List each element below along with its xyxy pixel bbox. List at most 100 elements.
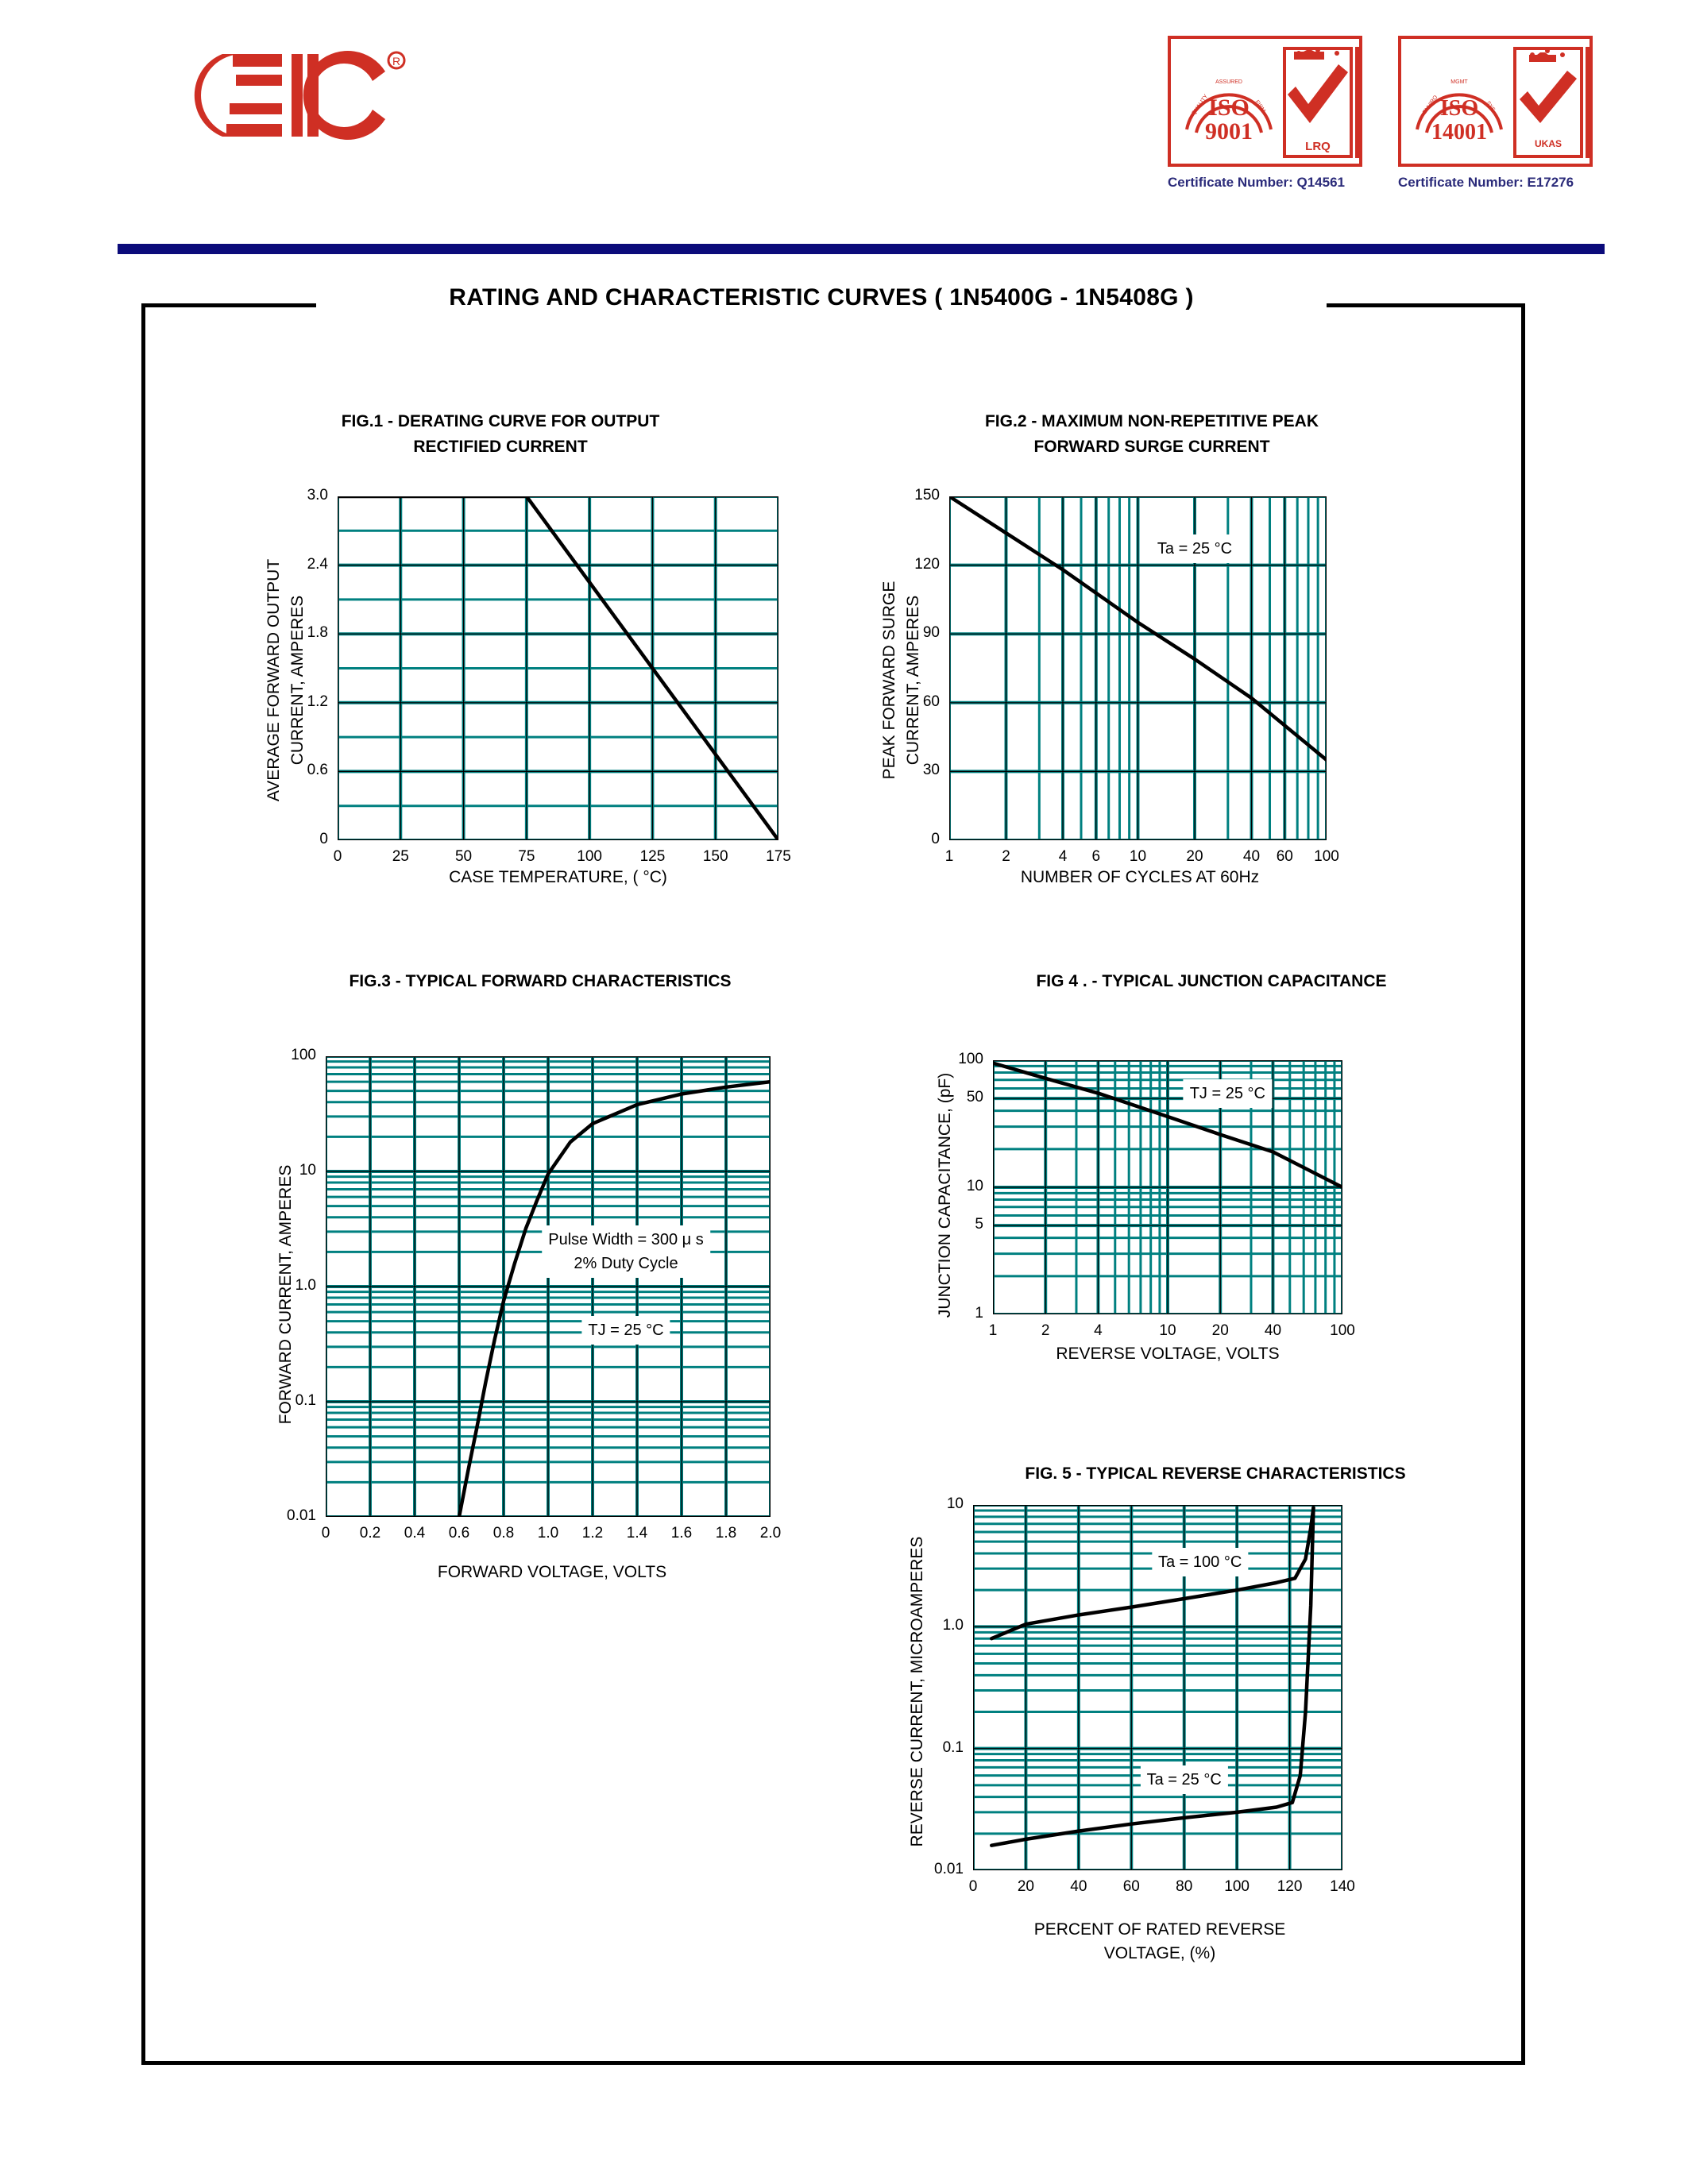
fig1-x-tick: 100	[577, 848, 602, 865]
fig2-y-tick: 30	[922, 762, 940, 779]
fig2-plot-area	[949, 496, 1327, 840]
fig5-y-tick: 0.01	[934, 1861, 964, 1877]
fig2-y-tick: 60	[922, 693, 940, 710]
fig5-x-tick: 80	[1176, 1878, 1193, 1895]
fig3-plot-area	[326, 1056, 771, 1517]
fig3-x-tick: 1.0	[537, 1525, 559, 1542]
fig3-y-axis-label: FORWARD CURRENT, AMPERES	[274, 1064, 298, 1525]
fig3-x-axis-label: FORWARD VOLTAGE, VOLTS	[342, 1561, 763, 1584]
iso-14001-certificate-number: Certificate Number: E17276	[1398, 175, 1574, 190]
fig1-x-tick: 150	[702, 848, 728, 865]
svg-text:ASSURED: ASSURED	[1215, 79, 1242, 85]
fig1-y-tick: 0	[319, 831, 328, 847]
fig3-x-tick: 1.6	[670, 1525, 693, 1542]
fig5-y-axis-label: REVERSE CURRENT, MICROAMPERES	[906, 1509, 929, 1874]
fig1-x-axis-label: CASE TEMPERATURE, ( °C)	[342, 866, 774, 889]
fig3-y-axis-label-line: FORWARD CURRENT, AMPERES	[276, 1164, 295, 1425]
fig5-x-tick: 0	[968, 1878, 978, 1895]
fig1-x-tick: 175	[766, 848, 791, 865]
fig3-annotation-line: TJ = 25 °C	[588, 1321, 664, 1339]
fig4-title: FIG 4 . - TYPICAL JUNCTION CAPACITANCE	[921, 969, 1501, 994]
fig2-y-tick: 0	[931, 831, 940, 847]
fig2-x-tick: 20	[1186, 848, 1203, 865]
fig5-annotation-line: Ta = 25 °C	[1146, 1771, 1222, 1789]
fig2-annotation-line: Ta = 25 °C	[1157, 540, 1233, 558]
svg-text:ISO: ISO	[1208, 95, 1250, 121]
fig1-x-tick: 0	[333, 848, 342, 865]
fig3-annotation: TJ = 25 °C	[581, 1315, 670, 1345]
page-title: RATING AND CHARACTERISTIC CURVES ( 1N540…	[449, 284, 1194, 311]
fig1-x-tick: 50	[454, 848, 473, 865]
fig3-x-tick: 0.8	[492, 1525, 515, 1542]
eic-logo: R	[147, 48, 409, 143]
fig5-x-tick: 20	[1017, 1878, 1034, 1895]
registered-mark-glyph: R	[392, 55, 400, 68]
fig4-y-tick: 1	[975, 1305, 983, 1322]
fig3-y-tick: 1.0	[295, 1277, 316, 1294]
iso-9001-certificate-number: Certificate Number: Q14561	[1168, 175, 1345, 190]
fig1-x-axis-label-line: CASE TEMPERATURE, ( °C)	[449, 868, 667, 886]
fig1-y-tick: 3.0	[307, 487, 328, 504]
fig2-y-tick: 150	[914, 487, 940, 504]
fig5-y-tick: 10	[946, 1495, 964, 1512]
fig5-series-ta-25-c	[990, 1506, 1315, 1847]
fig3-y-tick: 100	[291, 1047, 316, 1063]
fig2-title-line: FORWARD SURGE CURRENT	[1033, 437, 1270, 456]
fig3-x-tick: 0	[321, 1525, 330, 1542]
fig1-x-tick: 25	[392, 848, 409, 865]
fig4-y-tick: 5	[975, 1216, 983, 1233]
fig3-x-tick: 0.6	[448, 1525, 470, 1542]
fig4-x-tick: 40	[1264, 1322, 1282, 1339]
fig4-x-tick: 1	[988, 1322, 998, 1339]
fig1-title-line: FIG.1 - DERATING CURVE FOR OUTPUT	[341, 412, 660, 430]
fig2-x-tick: 2	[1002, 848, 1010, 865]
fig5-x-axis-label: PERCENT OF RATED REVERSE VOLTAGE, (%)	[977, 1918, 1342, 1966]
fig4-series-capacitance	[993, 1061, 1342, 1190]
fig3-series-forward	[457, 1079, 771, 1517]
fig4-annotation-line: TJ = 25 °C	[1189, 1084, 1265, 1102]
fig5-x-tick: 40	[1070, 1878, 1087, 1895]
fig5-x-tick: 120	[1277, 1878, 1303, 1895]
fig1-series-derating	[338, 496, 778, 840]
fig1-y-tick: 1.8	[307, 624, 328, 642]
fig2-title: FIG.2 - MAXIMUM NON-REPETITIVE PEAK FORWA…	[890, 409, 1414, 459]
svg-text:14001: 14001	[1431, 120, 1487, 145]
svg-text:FIRM: FIRM	[1253, 99, 1266, 114]
fig5-annotation: Ta = 25 °C	[1140, 1765, 1228, 1795]
fig2-x-tick: 60	[1276, 848, 1293, 865]
fig4-x-tick: 4	[1094, 1322, 1103, 1339]
fig3-title-line: FIG.3 - TYPICAL FORWARD CHARACTERISTICS	[349, 972, 732, 990]
fig4-y-tick: 50	[966, 1089, 983, 1106]
fig2-x-tick: 4	[1058, 848, 1068, 865]
fig5-y-tick: 0.1	[942, 1738, 964, 1756]
fig5-annotation-line: Ta = 100 °C	[1157, 1553, 1242, 1571]
fig2-x-tick: 10	[1129, 848, 1147, 865]
header-divider-rule	[118, 244, 1605, 254]
lrqa-tick-icon: LRQ	[1283, 47, 1353, 158]
fig5-series-ta-100-c	[990, 1506, 1315, 1641]
fig5-title: FIG. 5 - TYPICAL REVERSE CHARACTERISTICS	[921, 1461, 1509, 1487]
fig2-x-tick: 6	[1091, 848, 1101, 865]
fig4-x-tick: 2	[1041, 1322, 1050, 1339]
fig2-x-tick: 40	[1242, 848, 1261, 865]
fig1-y-tick: 2.4	[307, 555, 328, 573]
svg-text:MGMT: MGMT	[1450, 79, 1468, 85]
ukas-tick-icon: UKAS	[1513, 47, 1583, 158]
fig1-plot-area	[338, 496, 778, 840]
fig4-title-line: FIG 4 . - TYPICAL JUNCTION CAPACITANCE	[1036, 972, 1387, 990]
svg-text:UKAS: UKAS	[1535, 138, 1562, 149]
fig3-title: FIG.3 - TYPICAL FORWARD CHARACTERISTICS	[246, 969, 834, 994]
fig5-y-axis-label-line: REVERSE CURRENT, MICROAMPERES	[908, 1536, 926, 1847]
svg-text:ISO: ISO	[1440, 96, 1478, 121]
svg-text:9001: 9001	[1205, 118, 1253, 145]
title-rule-right	[1327, 303, 1525, 307]
fig3-x-tick: 1.2	[581, 1525, 604, 1542]
fig4-x-tick: 100	[1330, 1322, 1355, 1339]
svg-text:LRQ: LRQ	[1305, 140, 1331, 153]
iso-certification-block: ISO 9001 QUALITY ASSURED FIRM LRQ	[1168, 36, 1605, 203]
fig3-annotation-line: Pulse Width = 300 μ s	[548, 1231, 704, 1249]
iso-9001-side-bar	[1355, 47, 1361, 158]
fig2-series-surge	[949, 496, 1327, 762]
iso-14001-side-bar	[1586, 47, 1591, 158]
fig3-x-tick: 1.4	[626, 1525, 648, 1542]
